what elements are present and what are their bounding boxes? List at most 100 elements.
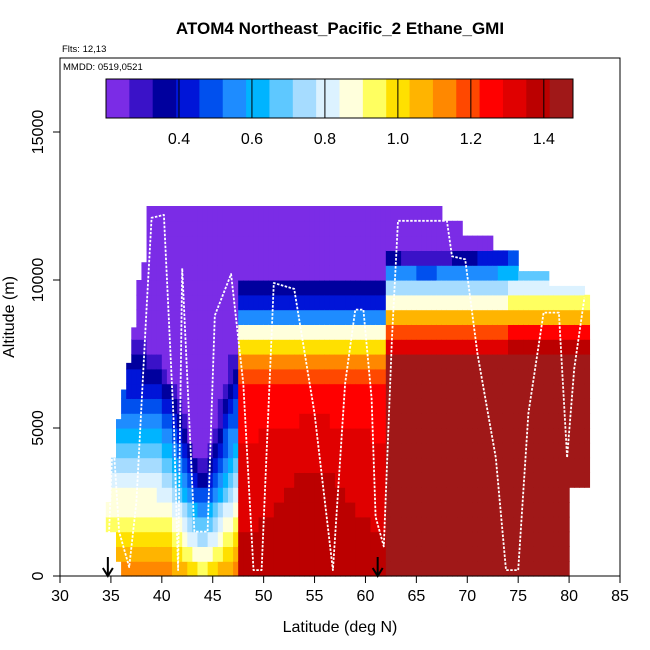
heatmap-cell [273, 339, 280, 355]
heatmap-cell [217, 235, 224, 251]
heatmap-cell [222, 206, 229, 222]
colorbar-frame [105, 78, 574, 119]
heatmap-cell [197, 531, 204, 547]
heatmap-cell [289, 383, 295, 399]
heatmap-cell [131, 531, 137, 547]
heatmap-cell [284, 487, 290, 503]
heatmap-cell [309, 502, 316, 518]
heatmap-cell [523, 383, 529, 399]
heatmap-cell [197, 250, 204, 266]
heatmap-cell [166, 472, 173, 488]
heatmap-cell [421, 309, 428, 325]
heatmap-cell [340, 309, 346, 325]
heatmap-cell [401, 442, 407, 459]
heatmap-cell [182, 383, 188, 399]
colorbar-tick-label: 0.8 [314, 131, 336, 148]
heatmap-cell [396, 502, 402, 518]
heatmap-cell [472, 516, 479, 533]
heatmap-cell [268, 354, 275, 370]
heatmap-cell [360, 428, 367, 444]
heatmap-cell [467, 428, 473, 444]
heatmap-cell [502, 368, 509, 385]
heatmap-cell [273, 502, 280, 518]
heatmap-cell [487, 250, 494, 266]
heatmap-cell [334, 235, 341, 251]
heatmap-cell [294, 413, 300, 429]
heatmap-cell [187, 383, 193, 399]
heatmap-cell [406, 516, 412, 533]
heatmap-cell [462, 398, 468, 414]
heatmap-cell [457, 487, 463, 503]
heatmap-cell [319, 280, 326, 296]
heatmap-cell [202, 487, 209, 503]
heatmap-cell [528, 546, 535, 562]
heatmap-cell [472, 546, 479, 562]
heatmap-cell [406, 250, 412, 266]
heatmap-cell [477, 265, 484, 281]
heatmap-cell [309, 457, 316, 473]
heatmap-cell [192, 487, 199, 503]
heatmap-cell [182, 428, 188, 444]
heatmap-cell [518, 472, 524, 488]
heatmap-cell [543, 383, 550, 399]
heatmap-cell [217, 265, 224, 281]
heatmap-cell [121, 516, 127, 533]
heatmap-cell [212, 324, 219, 340]
heatmap-cell [268, 413, 275, 429]
heatmap-cell [416, 324, 423, 340]
heatmap-cell [263, 428, 270, 444]
heatmap-cell [177, 502, 183, 518]
heatmap-cell [406, 502, 412, 518]
heatmap-cell [324, 546, 331, 562]
heatmap-cell [141, 561, 148, 577]
heatmap-cell [319, 428, 326, 444]
heatmap-cell [202, 457, 209, 473]
heatmap-cell [136, 442, 143, 459]
heatmap-cell [253, 457, 260, 473]
heatmap-cell [436, 220, 443, 237]
heatmap-cell [558, 339, 565, 355]
heatmap-cell [228, 398, 234, 414]
heatmap-cell [477, 383, 484, 399]
heatmap-cell [497, 457, 504, 473]
heatmap-cell [126, 383, 132, 399]
heatmap-cell [284, 309, 290, 325]
heatmap-cell [268, 428, 275, 444]
heatmap-cell [222, 442, 229, 459]
heatmap-cell [553, 428, 560, 444]
heatmap-cell [141, 309, 148, 325]
heatmap-cell [370, 516, 377, 533]
heatmap-cell [441, 398, 448, 414]
heatmap-cell [401, 531, 407, 547]
heatmap-cell [161, 280, 168, 296]
heatmap-cell [309, 294, 316, 311]
heatmap-cell [329, 487, 336, 503]
heatmap-cell [553, 472, 560, 488]
heatmap-cell [538, 516, 545, 533]
heatmap-cell [472, 250, 479, 266]
heatmap-cell [222, 472, 229, 488]
heatmap-cell [431, 472, 438, 488]
heatmap-cell [431, 235, 438, 251]
heatmap-cell [523, 487, 529, 503]
heatmap-cell [345, 428, 351, 444]
heatmap-cell [345, 531, 351, 547]
heatmap-cell [345, 280, 351, 296]
heatmap-cell [467, 398, 473, 414]
heatmap-cell [324, 250, 331, 266]
heatmap-cell [304, 413, 311, 429]
heatmap-cell [192, 472, 199, 488]
heatmap-cell [182, 354, 188, 370]
heatmap-cell [477, 516, 484, 533]
heatmap-cell [222, 294, 229, 311]
heatmap-cell [457, 561, 463, 577]
heatmap-cell [421, 339, 428, 355]
heatmap-cell [217, 531, 224, 547]
heatmap-cell [207, 531, 214, 547]
heatmap-cell [253, 294, 260, 311]
heatmap-cell [467, 265, 473, 281]
heatmap-cell [426, 368, 433, 385]
heatmap-cell [406, 413, 412, 429]
heatmap-cell [543, 324, 550, 340]
heatmap-cell [416, 398, 423, 414]
